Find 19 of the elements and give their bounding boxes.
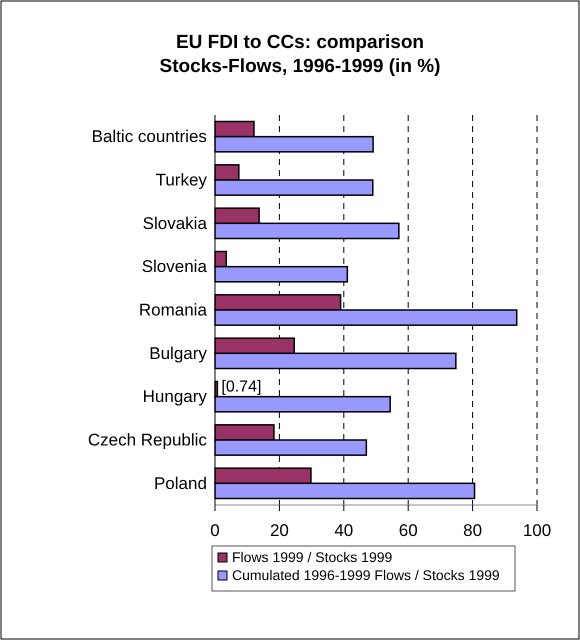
y-tick-label: Romania: [138, 300, 208, 320]
data-label: [0.74]: [221, 378, 262, 396]
chart-title: EU FDI to CCs: comparison Stocks-Flows, 1996-1999 (in %): [160, 32, 440, 77]
y-tick-label: Slovakia: [142, 214, 208, 233]
x-tick-label: 40: [334, 521, 354, 540]
y-tick-label: Baltic countries: [92, 127, 207, 146]
x-tick-label: 60: [398, 521, 418, 540]
y-tick-label: Czech Republic: [88, 430, 208, 450]
legend-label: Cumulated 1996-1999 Flows / Stocks 1999: [232, 567, 500, 583]
x-tick-label: 100: [522, 521, 552, 540]
x-tick-label: 80: [463, 521, 482, 540]
y-tick-label: Hungary: [142, 387, 208, 406]
legend-label: Flows 1999 / Stocks 1999: [232, 549, 393, 565]
y-tick-label: Turkey: [156, 170, 208, 190]
y-tick-label: Slovenia: [142, 257, 208, 276]
y-tick-label: Poland: [154, 474, 207, 493]
x-tick-label: 20: [270, 521, 289, 540]
y-tick-label: Bulgary: [149, 344, 208, 363]
x-tick-label: 0: [210, 521, 220, 540]
